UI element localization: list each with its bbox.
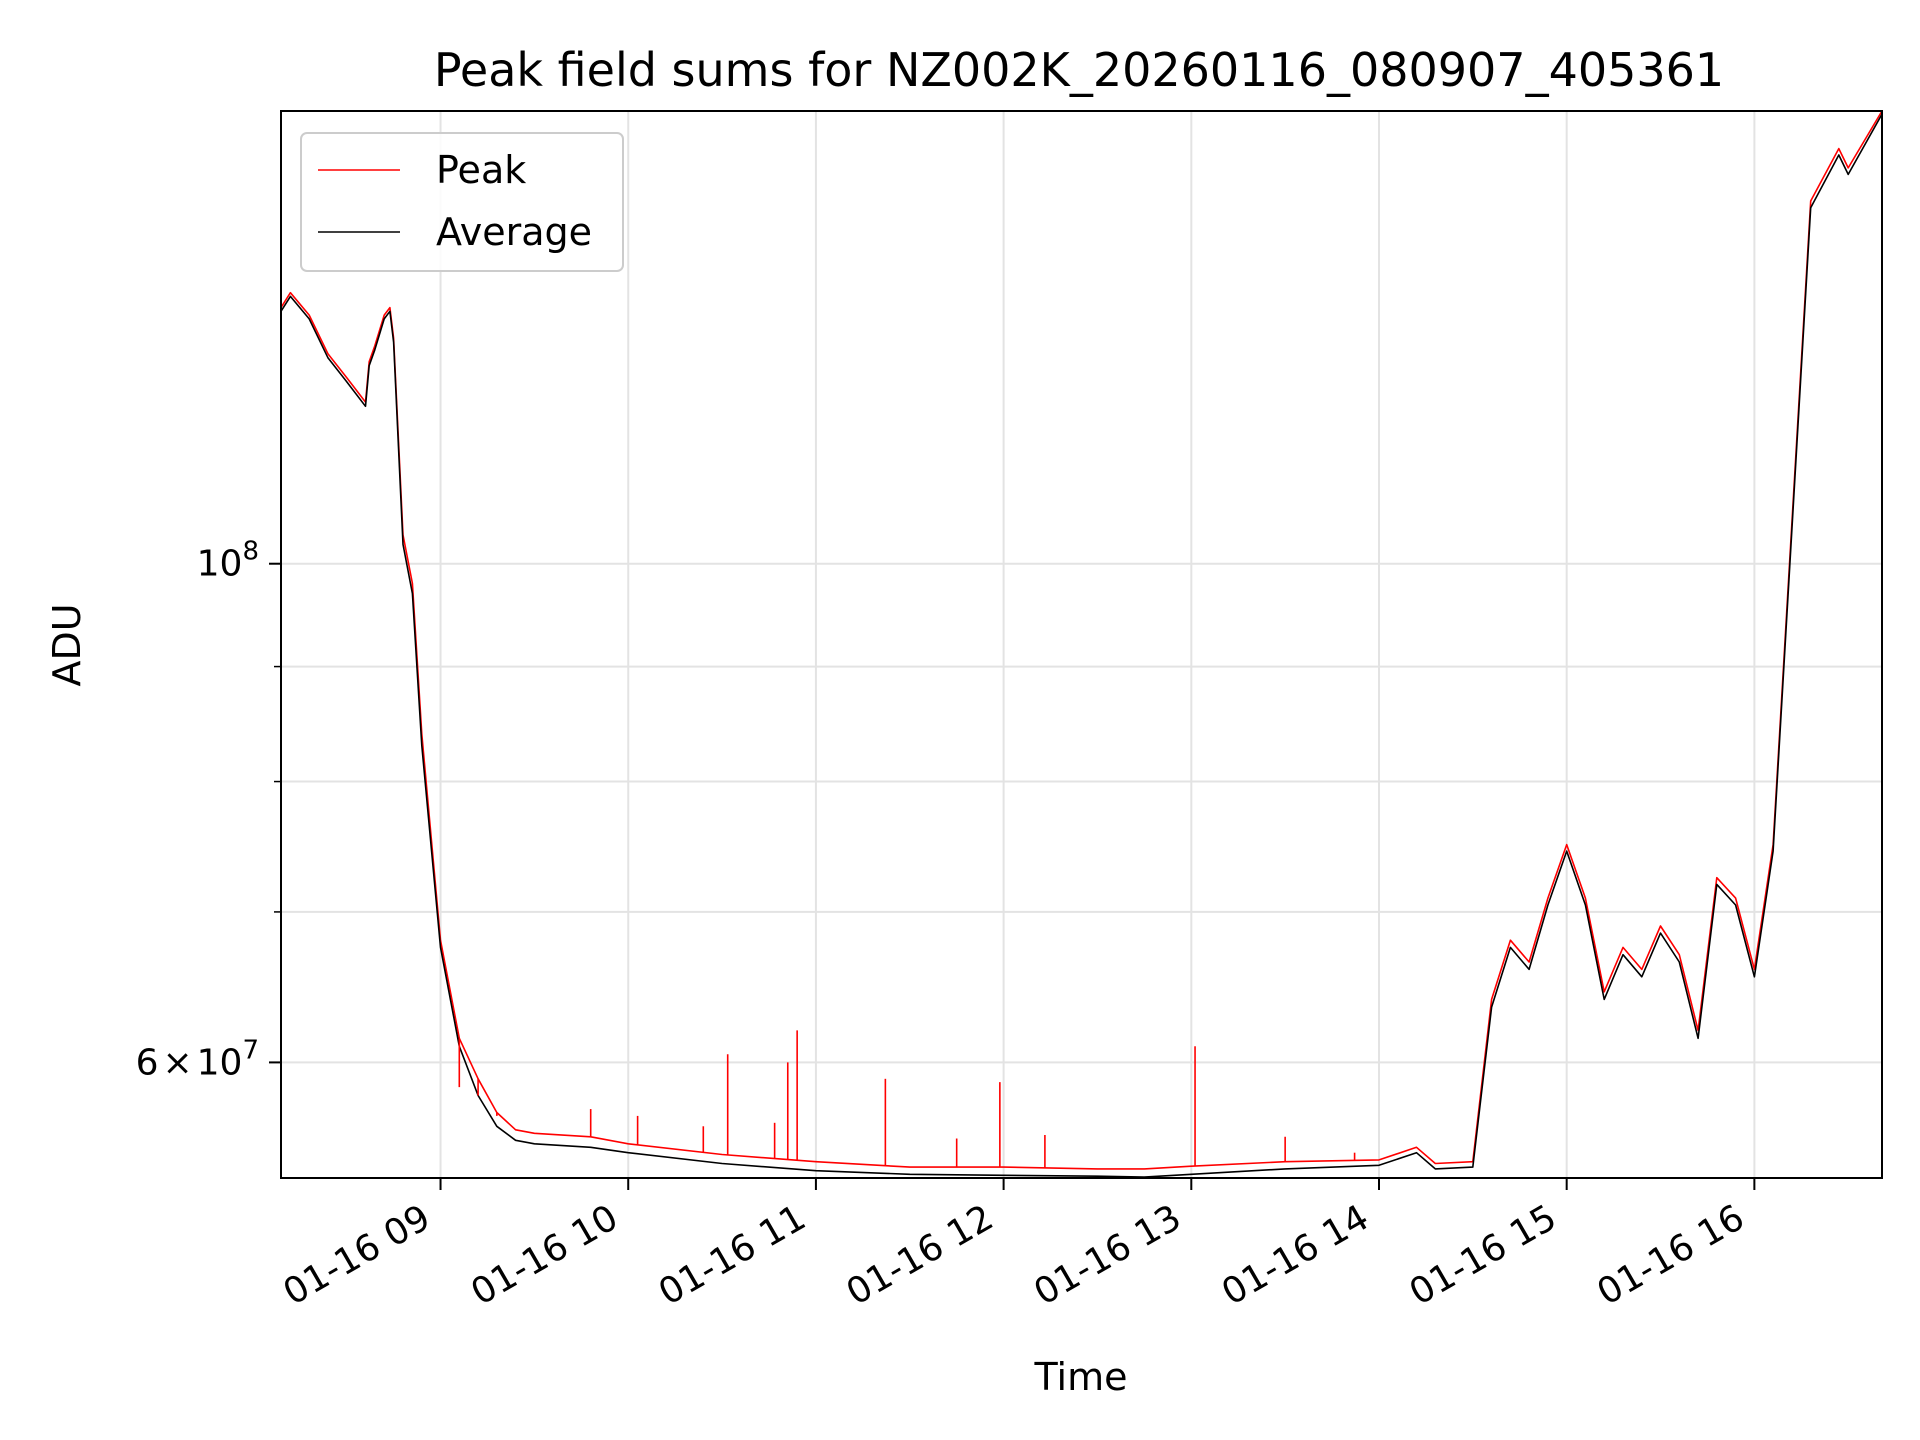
legend-box <box>300 132 624 272</box>
y-tick-label: 6 × 107 <box>136 1035 259 1083</box>
plot-frame <box>280 110 1883 1179</box>
chart-title: Peak field sums for NZ002K_20260116_0809… <box>434 43 1724 97</box>
series-line-average <box>280 113 1883 1178</box>
legend-label-average: Average <box>436 210 592 254</box>
grid <box>281 111 1882 1178</box>
y-tick-label: 108 <box>197 537 259 585</box>
legend-label-peak: Peak <box>436 148 526 192</box>
x-axis-label: Time <box>1034 1355 1128 1399</box>
y-ticks: 108 6 × 107 <box>136 537 281 1083</box>
series-group <box>280 110 1883 1178</box>
y-axis-label: ADU <box>45 603 89 686</box>
series-line-peak <box>280 110 1883 1170</box>
legend: Peak Average <box>300 132 624 272</box>
